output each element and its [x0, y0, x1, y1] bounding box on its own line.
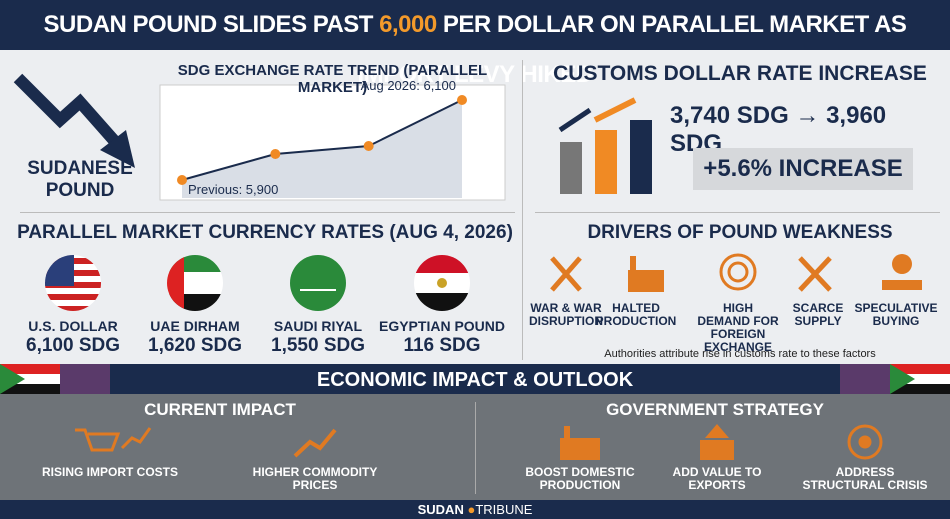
icon-bar [630, 120, 652, 194]
logo-dot: ● [467, 502, 476, 517]
point-label: Previous: 5,900 [188, 182, 278, 197]
impact-icon [560, 426, 600, 460]
title-highlight: 6,000 [379, 11, 437, 38]
drivers-note: Authorities attribute rise in customs ra… [604, 348, 876, 360]
impact-icon [847, 424, 883, 460]
from: 3,740 SDG [670, 102, 789, 129]
flag-us [45, 255, 101, 311]
driver-label: HALTED PRODUCTION [595, 301, 677, 328]
divider [522, 60, 523, 360]
currency-rate: 6,100 SDG [26, 335, 120, 356]
driver-icon [882, 254, 922, 290]
currency-rate: 1,550 SDG [271, 335, 365, 356]
flags [45, 255, 470, 311]
footer: SUDAN ●TRIBUNE [0, 500, 950, 519]
flag-saudi [290, 255, 346, 311]
point [363, 141, 374, 151]
divider [20, 212, 515, 213]
point-label: Aug 2026: 6,100 [361, 78, 456, 93]
rates-title: PARALLEL MARKET CURRENCY RATES (AUG 4, 2… [17, 222, 513, 243]
title: SUDAN POUND SLIDES PAST [43, 11, 380, 38]
strategy-item: BOOST DOMESTIC PRODUCTION [525, 465, 635, 492]
brand2: TRIBUNE [475, 502, 533, 517]
icon-arrow [558, 107, 592, 133]
strategy-item: ADD VALUE TO EXPORTS [672, 465, 762, 492]
driver-label: SPECULATIVE BUYING [854, 301, 938, 328]
chart-title: SDG EXCHANGE RATE TREND (PARALLEL MARKET… [177, 62, 488, 96]
point [177, 175, 187, 185]
driver-label: HIGH DEMAND FOR FOREIGN EXCHANGE [697, 301, 779, 354]
strategy-item: ADDRESS STRUCTURAL CRISIS [802, 465, 928, 492]
currency-rate: 1,620 SDG [148, 335, 242, 356]
impact-icon [700, 424, 734, 460]
impact-item: HIGHER COMMODITY PRICES [252, 465, 378, 492]
driver-icon [719, 253, 757, 291]
divider [475, 402, 476, 494]
impact-band [0, 364, 950, 394]
flag-egypt [414, 255, 470, 311]
currency-name: SAUDI RIYAL [273, 318, 363, 334]
divider [535, 212, 940, 213]
impact-item: RISING IMPORT COSTS [41, 465, 178, 479]
flag-uae [167, 255, 223, 311]
icon-arrow [593, 97, 637, 123]
line [181, 99, 463, 181]
flag-decor [0, 364, 950, 394]
area [182, 100, 462, 198]
down-arrow [13, 73, 123, 149]
currency-name: U.S. DOLLAR [28, 318, 118, 334]
bar-icon [558, 97, 652, 194]
driver-label: WAR & WAR DISRUPTION [528, 301, 603, 328]
driver-icon [628, 256, 664, 292]
brand: SUDAN [417, 502, 464, 517]
trend-graphic: Previous: 5,900 Aug 2026: 6,100 [13, 73, 506, 201]
driver-icon [550, 256, 582, 292]
drivers-title: DRIVERS OF POUND WEAKNESS [587, 222, 893, 243]
change-box: +5.6% INCREASE [693, 148, 913, 190]
icon-bar [560, 142, 582, 194]
impact-icon [75, 427, 152, 452]
impact-icons [75, 424, 883, 460]
customs-title: CUSTOMS DOLLAR RATE INCREASE [553, 62, 927, 85]
arrow-head [100, 130, 135, 168]
strategy-title: GOVERNMENT STRATEGY [606, 400, 824, 419]
driver-icons [550, 253, 922, 292]
impact-icon [293, 428, 337, 458]
icon-bar [595, 130, 617, 194]
current-title: CURRENT IMPACT [144, 400, 296, 419]
point [270, 149, 281, 159]
title: PER DOLLAR ON PARALLEL MARKET AS IMPORT … [357, 11, 907, 88]
currency-name: UAE DIRHAM [150, 318, 240, 334]
customs-change: 3,740 SDG → 3,960 SDG [670, 102, 887, 157]
header: SUDAN POUND SLIDES PAST 6,000 PER DOLLAR… [0, 0, 950, 88]
driver-icon [798, 256, 832, 292]
currency-rate: 116 SDG [403, 335, 481, 356]
currency-name: EGYPTIAN POUND [378, 318, 505, 334]
point [457, 95, 467, 105]
impact-title: ECONOMIC IMPACT & OUTLOOK [316, 369, 634, 391]
pound-label: SUDANESE POUND [27, 158, 133, 201]
driver-label: SCARCE SUPPLY [792, 301, 844, 328]
